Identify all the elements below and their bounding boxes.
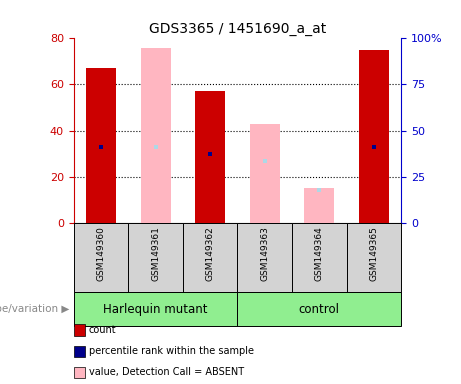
Bar: [141, 48, 171, 223]
FancyBboxPatch shape: [237, 223, 292, 292]
Text: Harlequin mutant: Harlequin mutant: [103, 303, 208, 316]
Text: GSM149363: GSM149363: [260, 226, 269, 281]
Bar: [86, 68, 116, 223]
FancyBboxPatch shape: [292, 223, 347, 292]
Text: GSM149360: GSM149360: [96, 226, 106, 281]
Text: GSM149362: GSM149362: [206, 226, 215, 281]
Text: percentile rank within the sample: percentile rank within the sample: [89, 346, 254, 356]
Text: GSM149364: GSM149364: [315, 226, 324, 281]
Text: genotype/variation ▶: genotype/variation ▶: [0, 304, 69, 314]
FancyBboxPatch shape: [128, 223, 183, 292]
Bar: [359, 50, 389, 223]
Text: count: count: [89, 325, 116, 335]
Text: GSM149365: GSM149365: [369, 226, 378, 281]
Text: value, Detection Call = ABSENT: value, Detection Call = ABSENT: [89, 367, 243, 377]
Text: control: control: [299, 303, 340, 316]
Text: GSM149361: GSM149361: [151, 226, 160, 281]
FancyBboxPatch shape: [237, 292, 401, 326]
Title: GDS3365 / 1451690_a_at: GDS3365 / 1451690_a_at: [149, 22, 326, 36]
Bar: [250, 124, 280, 223]
FancyBboxPatch shape: [347, 223, 401, 292]
Bar: [195, 91, 225, 223]
FancyBboxPatch shape: [183, 223, 237, 292]
Bar: [304, 188, 334, 223]
FancyBboxPatch shape: [74, 292, 237, 326]
FancyBboxPatch shape: [74, 223, 128, 292]
